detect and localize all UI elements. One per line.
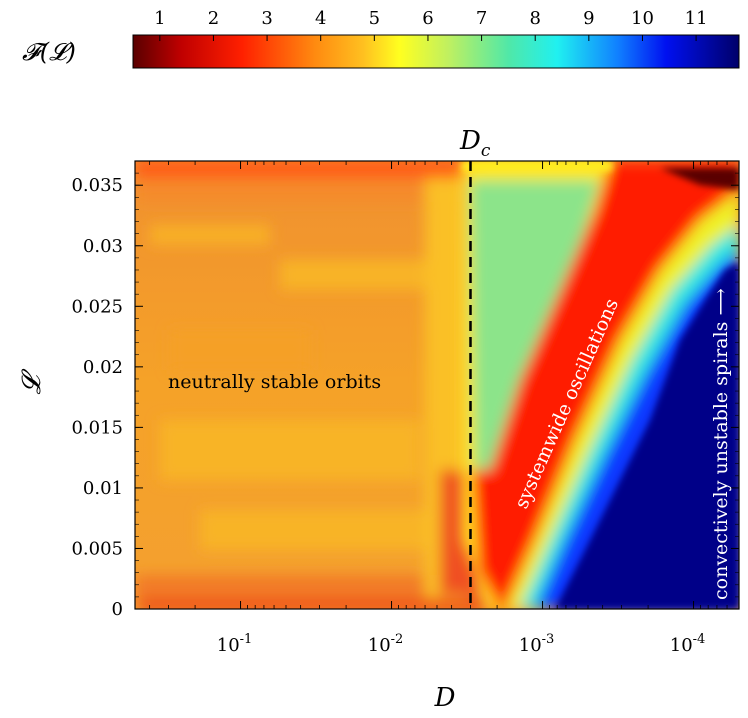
region-label-neutrally-stable: neutrally stable orbits	[168, 371, 381, 393]
colorbar-tick-label: 8	[529, 8, 540, 29]
x-tick-label: 10-4	[670, 632, 706, 656]
colorbar-gradient	[132, 34, 740, 69]
x-tick-label: 10-1	[217, 632, 253, 656]
colorbar: 1 2 3 4 5 6 7 8 9 10 11 𝓕(𝓛)	[22, 8, 740, 69]
colorbar-tick-label: 5	[369, 8, 380, 29]
colorbar-tick-label: 9	[583, 8, 594, 29]
y-tick-label: 0	[112, 599, 123, 620]
colorbar-tick-label: 2	[208, 8, 219, 29]
unstable-region	[462, 161, 739, 609]
y-axis: 0 0.005 0.01 0.015 0.02 0.025 0.03 0.035	[71, 172, 739, 620]
y-tick-label: 0.03	[83, 236, 123, 257]
band-green	[470, 180, 600, 470]
x-tick-label: 10-2	[368, 632, 404, 656]
x-tick-label: 10-3	[519, 632, 555, 656]
region-label-convectively-unstable: convectively unstable spirals ⟶	[710, 288, 732, 600]
colorbar-tick-label: 7	[476, 8, 487, 29]
heatmap	[135, 161, 739, 609]
x-axis-label: D	[434, 683, 456, 713]
y-axis-label: 𝓛	[17, 368, 47, 394]
colorbar-label: 𝓕(𝓛)	[22, 38, 76, 66]
y-tick-label: 0.025	[71, 296, 123, 317]
colorbar-tick-label: 3	[261, 8, 272, 29]
x-axis: 10-1 10-2 10-3 10-4	[134, 161, 740, 656]
colorbar-ticks: 1 2 3 4 5 6 7 8 9 10 11	[154, 8, 708, 41]
y-tick-label: 0.01	[83, 478, 123, 499]
colorbar-tick-label: 11	[685, 8, 708, 29]
y-tick-label: 0.005	[71, 538, 123, 559]
y-tick-label: 0.015	[71, 417, 123, 438]
y-tick-label: 0.035	[71, 175, 123, 196]
critical-line-label: Dc	[459, 126, 491, 161]
colorbar-tick-label: 1	[154, 8, 165, 29]
stable-region-texture	[135, 161, 485, 609]
colorbar-tick-label: 10	[631, 8, 654, 29]
colorbar-tick-label: 4	[315, 8, 326, 29]
y-tick-label: 0.02	[83, 357, 123, 378]
colorbar-tick-label: 6	[422, 8, 433, 29]
